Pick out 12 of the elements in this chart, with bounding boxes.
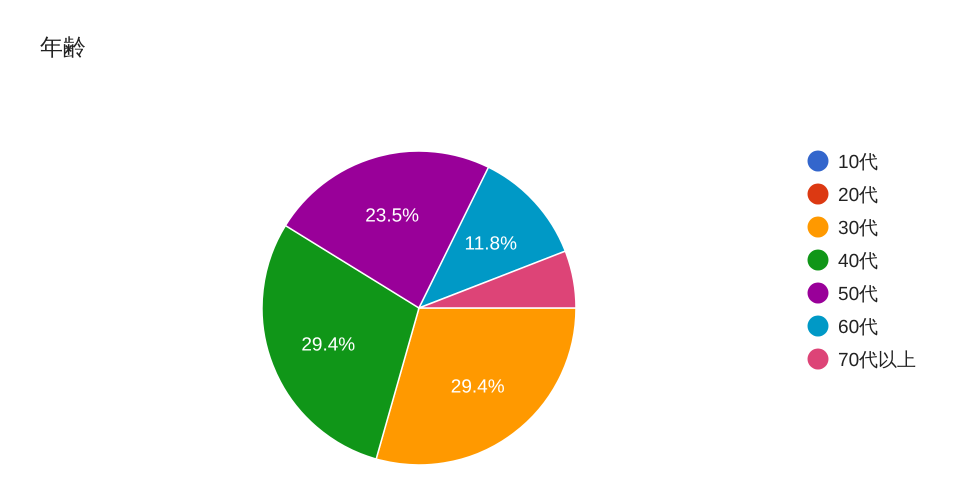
legend-label: 50代 xyxy=(838,284,878,305)
legend-label: 10代 xyxy=(838,152,878,173)
data-label: 29.4% xyxy=(450,376,505,398)
text: 年齢 xyxy=(40,34,86,60)
legend-label: 70代以上 xyxy=(838,350,916,371)
data-label: 11.8% xyxy=(464,233,518,254)
legend-label: 20代 xyxy=(838,185,878,206)
legend-label: 60代 xyxy=(838,317,878,338)
legend-label: 30代 xyxy=(838,218,878,239)
data-label: 23.5% xyxy=(365,205,420,226)
data-label: 29.4% xyxy=(301,334,356,356)
legend-label: 40代 xyxy=(838,251,878,272)
